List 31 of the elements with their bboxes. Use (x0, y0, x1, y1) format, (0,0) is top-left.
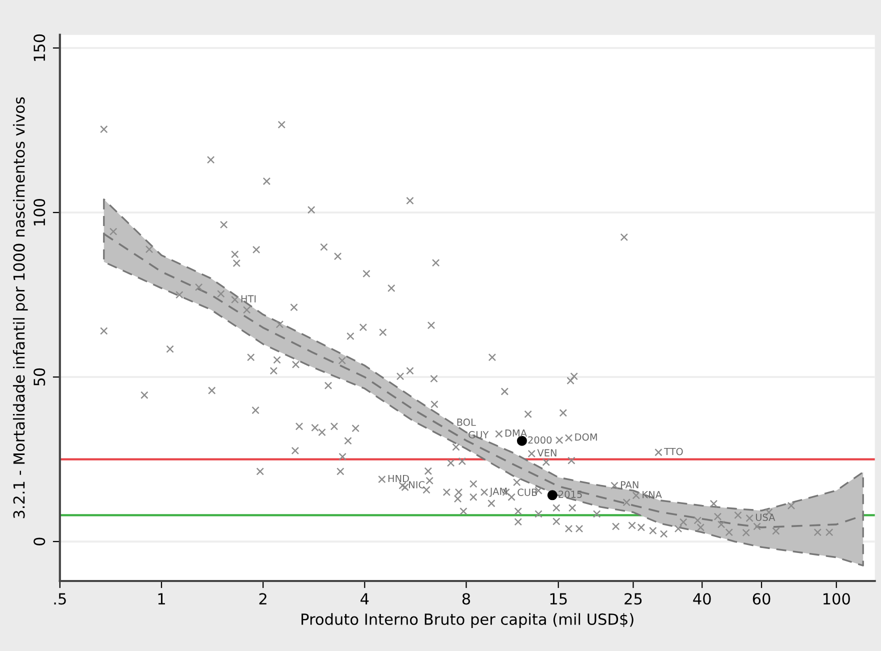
annotation: CUB (518, 488, 538, 496)
x-tick-label: 100 (823, 593, 850, 605)
y-axis-title: 3.2.1 - Mortalidade infantil por 1000 nascimentos vivos (12, 97, 28, 518)
annotation: KNA (642, 491, 662, 498)
annotation: VEN (537, 449, 556, 456)
x-tick-label: 40 (693, 593, 711, 605)
x-tick-label: 8 (462, 593, 470, 605)
y-tick-label: 150 (34, 34, 46, 61)
x-tick-label: 2 (259, 593, 266, 604)
annotation: DOM (575, 433, 597, 441)
x-tick-label: .5 (54, 593, 66, 605)
y-tick-label: 100 (34, 198, 46, 226)
annotation: BOL (457, 418, 476, 426)
annotation: GUY (468, 431, 489, 438)
annotation: HTI (241, 295, 256, 302)
annotation: DMA (505, 430, 527, 437)
annotation: TTO (664, 448, 683, 456)
y-tick-label: 0 (34, 538, 46, 546)
annotation: 2000 (528, 436, 552, 444)
x-tick-label: 15 (550, 593, 567, 605)
x-tick-label: 60 (752, 593, 770, 605)
y-tick-label: 50 (34, 368, 46, 386)
annotation: 2015 (558, 490, 582, 498)
annotation: PAN (620, 481, 638, 488)
x-tick-label: 1 (158, 593, 165, 604)
annotation: HND (388, 474, 409, 482)
annotation: USA (756, 514, 776, 521)
x-tick-label: 4 (360, 593, 369, 604)
annotation: NIC (409, 481, 424, 488)
x-tick-label: 25 (624, 593, 642, 605)
x-axis-title: Produto Interno Bruto per capita (mil USD$) (302, 613, 634, 628)
